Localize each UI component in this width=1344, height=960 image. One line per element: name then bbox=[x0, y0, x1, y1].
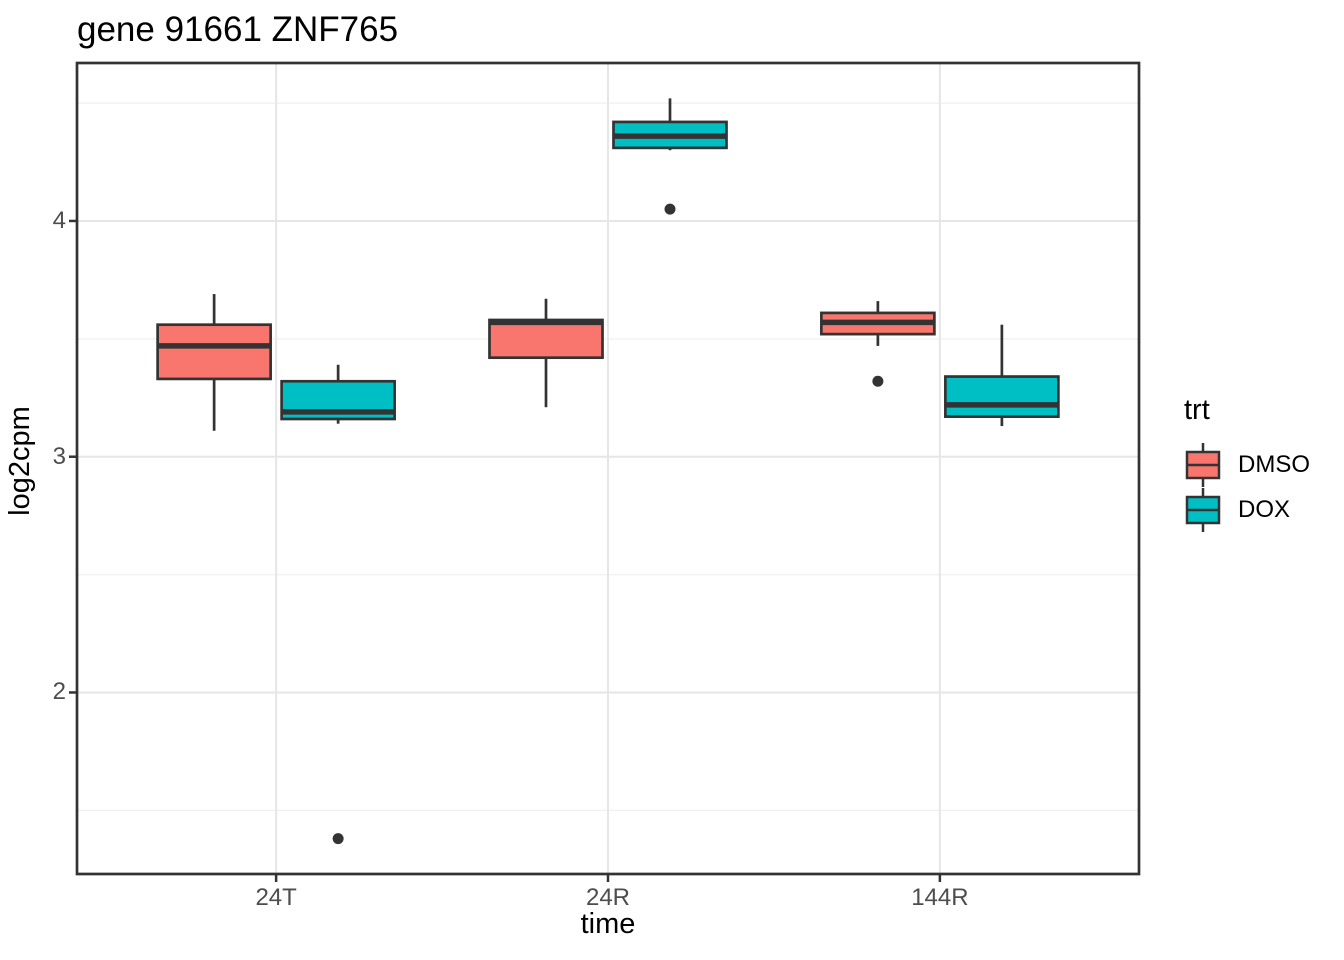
legend-label-dox: DOX bbox=[1238, 496, 1291, 523]
boxplot-key-icon bbox=[1185, 488, 1221, 532]
outlier-point-DOX-24R bbox=[664, 203, 676, 215]
y-tick-label: 3 bbox=[52, 442, 66, 470]
chart-title: gene 91661 ZNF765 bbox=[77, 10, 399, 49]
y-tick-label: 2 bbox=[52, 678, 66, 706]
outlier-point-DMSO-144R bbox=[872, 375, 884, 387]
x-axis-title: time bbox=[580, 908, 636, 940]
legend-title: trt bbox=[1184, 394, 1210, 426]
x-tick-label: 144R bbox=[911, 884, 969, 911]
legend-entry-dox: DOX bbox=[1184, 488, 1310, 532]
legend-entry-dmso: DMSO bbox=[1184, 443, 1310, 487]
y-tick-label: 4 bbox=[52, 206, 66, 234]
boxplot-key-icon bbox=[1185, 443, 1221, 487]
legend: trt DMSO DOX bbox=[1184, 394, 1310, 533]
box-DMSO-24T bbox=[156, 323, 272, 381]
x-tick-label: 24T bbox=[255, 884, 297, 911]
legend-label-dmso: DMSO bbox=[1238, 451, 1310, 478]
box-DOX-144R bbox=[944, 375, 1060, 418]
outlier-point-DOX-24T bbox=[332, 833, 344, 845]
box-DMSO-24R bbox=[488, 318, 604, 360]
panel-border bbox=[75, 61, 1141, 876]
x-tick-label: 24R bbox=[585, 884, 631, 911]
